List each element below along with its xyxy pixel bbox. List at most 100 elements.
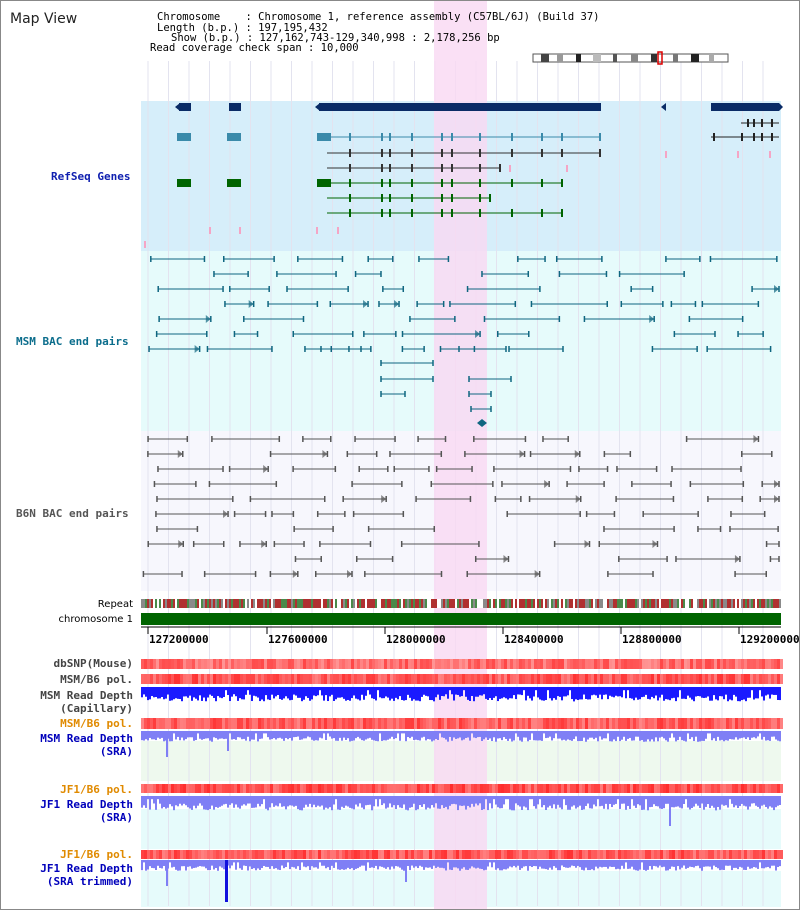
read-depth-bar (757, 796, 759, 807)
heat-cell (537, 718, 540, 729)
b6n-bac-pair (534, 570, 540, 578)
read-depth-bar (389, 796, 391, 804)
repeat-segment (409, 599, 411, 608)
read-depth-bar (591, 860, 593, 870)
heat-cell (342, 784, 345, 793)
track-label-jf1-b6-pol-2[interactable]: JF1/B6 pol. (60, 848, 133, 861)
heat-cell (774, 784, 777, 793)
heat-cell (573, 718, 576, 729)
heat-cell (699, 659, 702, 669)
read-depth-bar (429, 860, 431, 868)
heat-cell (780, 718, 783, 729)
read-depth-bar (639, 731, 641, 741)
heat-cell (717, 718, 720, 729)
read-depth-bar (323, 796, 325, 810)
heat-cell (690, 659, 693, 669)
read-depth-bar (563, 860, 565, 867)
repeat-segment (629, 599, 631, 608)
heat-cell (729, 850, 732, 859)
track-label-msm-depth-sra[interactable]: MSM Read Depth (40, 732, 133, 745)
read-depth-bar (243, 731, 245, 739)
heat-cell (492, 784, 495, 793)
heat-cell (738, 718, 741, 729)
heat-cell (387, 674, 390, 684)
read-depth-bar (685, 687, 687, 700)
read-depth-bar (437, 860, 439, 867)
track-label-jf1-b6-pol[interactable]: JF1/B6 pol. (60, 783, 133, 796)
read-depth-bar (445, 796, 447, 807)
read-depth-bar (365, 687, 367, 696)
repeat-segment (205, 599, 207, 608)
heat-cell (534, 674, 537, 684)
track-label-msm-depth-sra-sub: (SRA) (99, 745, 133, 758)
track-label-repeat[interactable]: Repeat (97, 599, 133, 610)
read-depth-bar (447, 687, 449, 699)
repeat-segment (189, 599, 191, 608)
heat-cell (315, 718, 318, 729)
heat-cell (420, 674, 423, 684)
heat-cell (411, 850, 414, 859)
heat-cell (663, 674, 666, 684)
heat-cell (432, 784, 435, 793)
track-label-dbsnp[interactable]: dbSNP(Mouse) (53, 657, 133, 670)
read-depth-bar (391, 687, 393, 699)
heat-cell (594, 674, 597, 684)
heat-cell (297, 659, 300, 669)
heat-cell (282, 659, 285, 669)
heat-cell (567, 850, 570, 859)
heat-cell (210, 659, 213, 669)
read-depth-bar (721, 860, 723, 870)
read-depth-bar (441, 796, 443, 806)
read-depth-bar (353, 860, 355, 871)
repeat-segment (299, 599, 301, 608)
read-depth-bar (341, 731, 343, 741)
track-label-msm-depth-capillary[interactable]: MSM Read Depth (40, 689, 133, 702)
heat-cell (705, 784, 708, 793)
heat-cell (327, 674, 330, 684)
heat-cell (756, 718, 759, 729)
heat-cell (192, 659, 195, 669)
read-depth-bar (681, 687, 683, 699)
msm-bac-pair (194, 345, 200, 353)
repeat-segment (291, 599, 293, 608)
read-depth-bar (377, 860, 379, 870)
heat-cell (510, 784, 513, 793)
read-depth-bar (339, 687, 341, 698)
read-depth-bar (439, 860, 441, 868)
heat-cell (288, 718, 291, 729)
track-label-chromosome[interactable]: chromosome 1 (58, 614, 133, 625)
track-label-msm-b6-pol[interactable]: MSM/B6 pol. (60, 673, 133, 686)
read-depth-bar (407, 687, 409, 695)
read-depth-bar (541, 687, 543, 701)
heat-cell (234, 784, 237, 793)
read-depth-bar (625, 860, 627, 863)
heat-cell (510, 659, 513, 669)
repeat-segment (369, 599, 371, 608)
heat-cell (270, 718, 273, 729)
repeat-segment (599, 599, 601, 608)
heat-cell (594, 784, 597, 793)
track-label-b6n-bac[interactable]: B6N BAC end pairs (16, 507, 129, 520)
b6n-bac-pair (774, 480, 779, 488)
read-depth-bar (523, 860, 525, 867)
track-label-jf1-depth-trimmed[interactable]: JF1 Read Depth (40, 862, 133, 875)
heat-cell (156, 784, 159, 793)
track-label-msm-bac[interactable]: MSM BAC end pairs (16, 335, 129, 348)
read-depth-bar (259, 731, 261, 739)
read-depth-bar (655, 796, 657, 807)
heat-cell (465, 850, 468, 859)
track-label-refseq[interactable]: RefSeq Genes (51, 170, 131, 183)
heat-cell (753, 784, 756, 793)
heat-cell (468, 850, 471, 859)
read-depth-bar (761, 796, 763, 806)
read-depth-bar (465, 796, 467, 810)
track-label-msm-b6-pol-2[interactable]: MSM/B6 pol. (60, 717, 133, 730)
read-depth-bar (535, 731, 537, 741)
track-label-jf1-depth-sra[interactable]: JF1 Read Depth (40, 798, 133, 811)
read-depth-bar (151, 860, 153, 868)
heat-cell (423, 659, 426, 669)
heat-cell (201, 850, 204, 859)
heat-cell (654, 674, 657, 684)
